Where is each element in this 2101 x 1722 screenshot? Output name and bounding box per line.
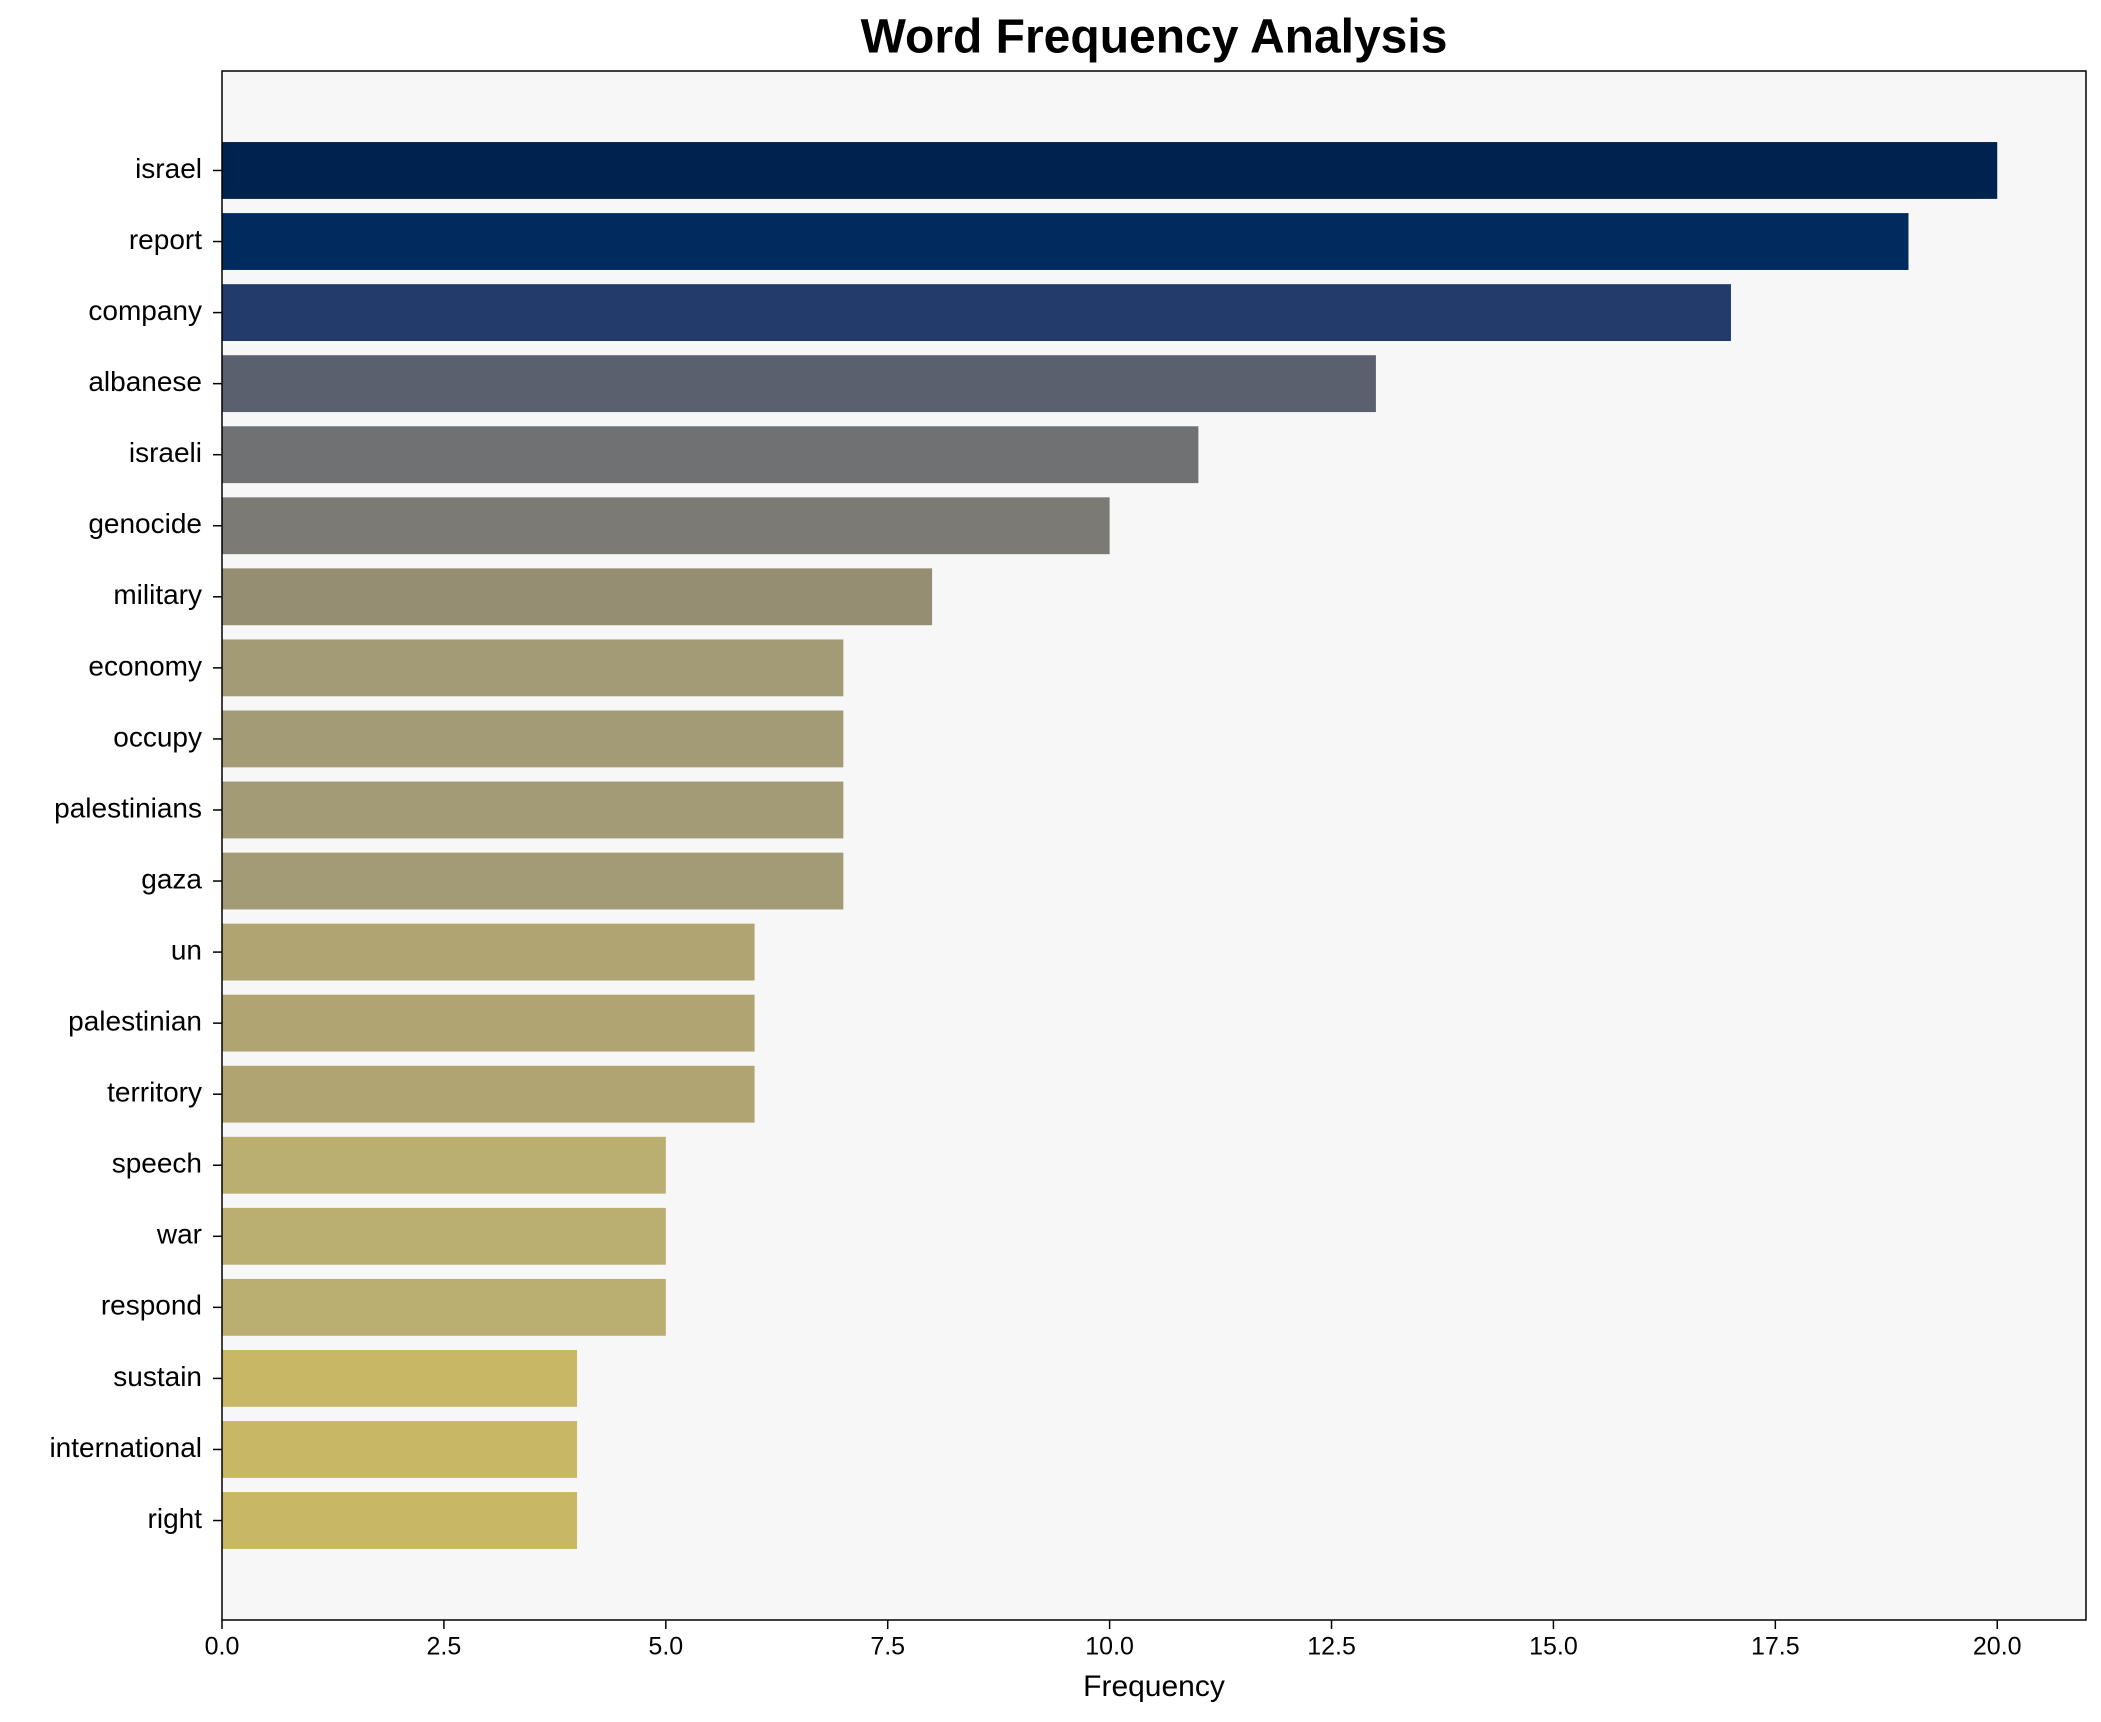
plot-frame bbox=[221, 70, 2087, 1621]
chart-title: Word Frequency Analysis bbox=[861, 11, 1448, 64]
y-tick-label: war bbox=[156, 1219, 202, 1250]
bar bbox=[222, 852, 844, 910]
x-axis-label: Frequency bbox=[1083, 1670, 1225, 1703]
y-tick-label: territory bbox=[107, 1077, 202, 1108]
x-tick-label: 20.0 bbox=[1973, 1633, 2022, 1661]
y-tick-label: international bbox=[49, 1432, 202, 1463]
y-tick-label: company bbox=[88, 295, 202, 326]
y-tick-label: albanese bbox=[88, 366, 202, 397]
y-tick-label: israeli bbox=[129, 437, 202, 468]
x-tick-label: 7.5 bbox=[870, 1633, 905, 1661]
bar bbox=[222, 1492, 578, 1549]
x-tick-label: 17.5 bbox=[1751, 1633, 1800, 1661]
bar bbox=[222, 710, 844, 768]
x-tick-label: 12.5 bbox=[1307, 1633, 1356, 1661]
y-tick-label: sustain bbox=[113, 1361, 202, 1392]
bar bbox=[222, 426, 1199, 484]
y-tick-label: speech bbox=[112, 1148, 202, 1179]
bar bbox=[222, 923, 755, 981]
x-tick-label: 0.0 bbox=[205, 1633, 240, 1661]
y-tick-label: military bbox=[113, 579, 202, 610]
y-tick-label: economy bbox=[88, 650, 202, 681]
bar bbox=[222, 994, 755, 1052]
bar bbox=[222, 1278, 666, 1336]
bar bbox=[222, 497, 1110, 555]
bar bbox=[222, 284, 1731, 342]
bar bbox=[222, 639, 844, 697]
bar bbox=[222, 213, 1909, 270]
bar bbox=[222, 1136, 666, 1194]
bar bbox=[222, 1421, 578, 1478]
bar bbox=[222, 355, 1376, 413]
y-tick-label: occupy bbox=[113, 721, 202, 752]
y-tick-label: israel bbox=[135, 153, 202, 184]
x-tick-label: 15.0 bbox=[1529, 1633, 1578, 1661]
y-tick-label: respond bbox=[101, 1290, 202, 1321]
y-tick-label: palestinian bbox=[68, 1006, 202, 1037]
bar bbox=[222, 568, 933, 626]
x-tick-label: 10.0 bbox=[1085, 1633, 1134, 1661]
bar bbox=[222, 1349, 578, 1407]
bar bbox=[222, 142, 1998, 199]
y-tick-label: palestinians bbox=[54, 792, 202, 823]
bar bbox=[222, 1207, 666, 1265]
x-tick-label: 2.5 bbox=[427, 1633, 462, 1661]
y-tick-label: genocide bbox=[88, 508, 202, 539]
y-tick-label: un bbox=[171, 934, 202, 965]
y-tick-label: gaza bbox=[141, 863, 202, 894]
bar bbox=[222, 781, 844, 839]
bar bbox=[222, 1065, 755, 1123]
y-tick-label: report bbox=[129, 224, 202, 255]
y-tick-label: right bbox=[148, 1503, 203, 1534]
x-tick-label: 5.0 bbox=[648, 1633, 683, 1661]
